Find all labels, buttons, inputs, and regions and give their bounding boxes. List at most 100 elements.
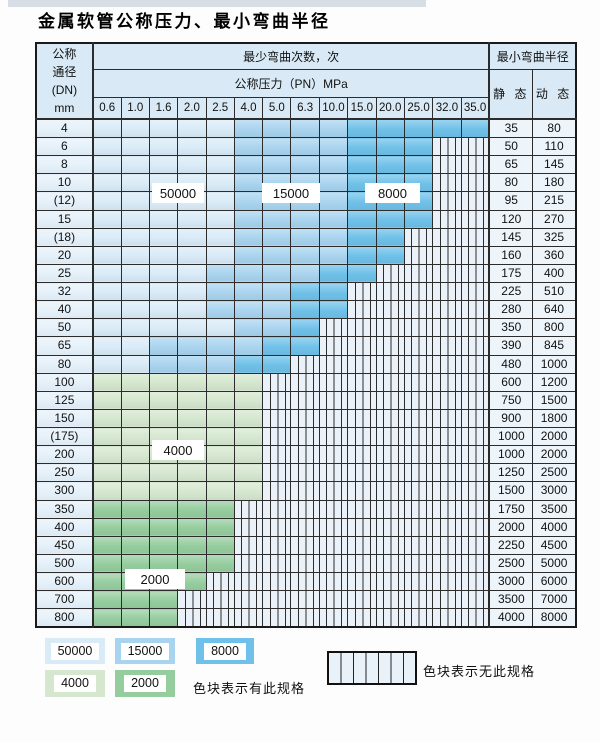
spec-available-cell <box>177 155 207 175</box>
spec-available-cell <box>91 245 122 265</box>
spec-available-cell <box>347 209 377 229</box>
spec-available-cell <box>120 481 150 501</box>
spec-unavailable-cell <box>262 426 292 447</box>
spec-available-cell <box>91 118 122 138</box>
spec-available-cell <box>347 263 377 284</box>
spec-available-cell <box>177 408 207 429</box>
spec-unavailable-cell <box>403 372 434 392</box>
table-row: 65 390 845 <box>35 336 577 356</box>
table-row: 150 900 1800 <box>35 408 577 429</box>
spec-unavailable-cell <box>432 155 462 175</box>
spec-unavailable-cell <box>318 499 349 519</box>
spec-available-cell <box>403 155 434 175</box>
spec-unavailable-cell <box>233 590 264 610</box>
spec-available-cell <box>290 136 320 157</box>
dn-value: (175) <box>35 426 94 447</box>
spec-available-cell <box>318 300 349 320</box>
dn-header-line: 公称 <box>52 47 77 61</box>
legend-swatch-15000: 15000 <box>115 638 175 664</box>
pressure-column-header: 2.5 <box>205 96 235 120</box>
spec-available-cell <box>148 300 179 320</box>
dynamic-radius-value: 400 <box>532 263 577 284</box>
dn-header-line: 通径 <box>52 65 77 79</box>
spec-available-cell <box>233 118 264 138</box>
spec-available-cell <box>91 191 122 211</box>
spec-available-cell <box>403 136 434 157</box>
spec-available-cell <box>91 227 122 247</box>
legend-swatch-50000: 50000 <box>45 638 105 664</box>
spec-unavailable-cell <box>375 590 405 610</box>
spec-unavailable-cell <box>318 553 349 574</box>
spec-unavailable-cell <box>347 590 377 610</box>
table-row: 250 1250 2500 <box>35 463 577 483</box>
spec-available-cell <box>262 245 292 265</box>
spec-available-cell <box>347 227 377 247</box>
cycle-label-15000: 15000 <box>262 183 320 203</box>
dn-value: 600 <box>35 571 94 592</box>
dynamic-radius-value: 215 <box>532 191 577 211</box>
spec-available-cell <box>205 173 235 193</box>
pressure-values-row: 0.6 1.0 1.6 2.0 2.5 4.0 5.0 6.3 10.0 15.0 20.0 25.0… <box>36 96 576 120</box>
spec-unavailable-cell <box>375 608 405 628</box>
spec-unavailable-cell <box>403 517 434 537</box>
table-row: 450 2250 4500 <box>35 535 577 555</box>
spec-available-cell <box>403 209 434 229</box>
spec-available-cell <box>262 155 292 175</box>
dynamic-radius-value: 145 <box>532 155 577 175</box>
spec-unavailable-cell <box>347 281 377 302</box>
pressure-column-header: 10.0 <box>318 96 349 120</box>
pressure-column-header: 2.0 <box>177 96 207 120</box>
dn-value: 32 <box>35 281 94 302</box>
spec-unavailable-cell <box>347 336 377 356</box>
spec-available-cell <box>148 281 179 302</box>
spec-unavailable-cell <box>347 571 377 592</box>
spec-available-cell <box>120 499 150 519</box>
spec-unavailable-cell <box>432 445 462 465</box>
spec-available-cell <box>460 118 490 138</box>
spec-unavailable-cell <box>432 463 462 483</box>
spec-unavailable-cell <box>460 372 490 392</box>
static-radius-value: 80 <box>488 173 534 193</box>
dynamic-radius-value: 110 <box>532 136 577 157</box>
dynamic-radius-value: 7000 <box>532 590 577 610</box>
spec-available-cell <box>375 136 405 157</box>
spec-available-cell <box>233 155 264 175</box>
spec-available-cell <box>120 608 150 628</box>
spec-available-cell <box>148 245 179 265</box>
table-row: 400 2000 4000 <box>35 517 577 537</box>
spec-available-cell <box>205 336 235 356</box>
static-radius-value: 1250 <box>488 463 534 483</box>
spec-unavailable-cell <box>375 499 405 519</box>
spec-available-cell <box>432 118 462 138</box>
table-row: (18) 145 325 <box>35 227 577 247</box>
spec-unavailable-cell <box>347 517 377 537</box>
dynamic-radius-value: 360 <box>532 245 577 265</box>
spec-unavailable-cell <box>375 445 405 465</box>
dynamic-radius-value: 2500 <box>532 463 577 483</box>
spec-available-cell <box>233 426 264 447</box>
spec-unavailable-cell <box>290 517 320 537</box>
spec-available-cell <box>177 118 207 138</box>
spec-available-cell <box>290 118 320 138</box>
spec-unavailable-cell <box>460 227 490 247</box>
dn-value: 250 <box>35 463 94 483</box>
spec-available-cell <box>290 336 320 356</box>
spec-available-cell <box>177 553 207 574</box>
dn-value: 8 <box>35 155 94 175</box>
spec-available-cell <box>91 499 122 519</box>
spec-available-cell <box>177 300 207 320</box>
spec-available-cell <box>233 263 264 284</box>
legend-label: 15000 <box>120 642 170 660</box>
spec-unavailable-cell <box>403 408 434 429</box>
spec-unavailable-cell <box>460 426 490 447</box>
spec-available-cell <box>91 390 122 410</box>
spec-available-cell <box>205 499 235 519</box>
spec-available-cell <box>177 318 207 338</box>
spec-available-cell <box>148 372 179 392</box>
spec-unavailable-cell <box>375 336 405 356</box>
spec-available-cell <box>120 281 150 302</box>
spec-unavailable-cell <box>233 571 264 592</box>
spec-unavailable-cell <box>375 281 405 302</box>
spec-unavailable-cell <box>290 390 320 410</box>
spec-unavailable-cell <box>432 481 462 501</box>
